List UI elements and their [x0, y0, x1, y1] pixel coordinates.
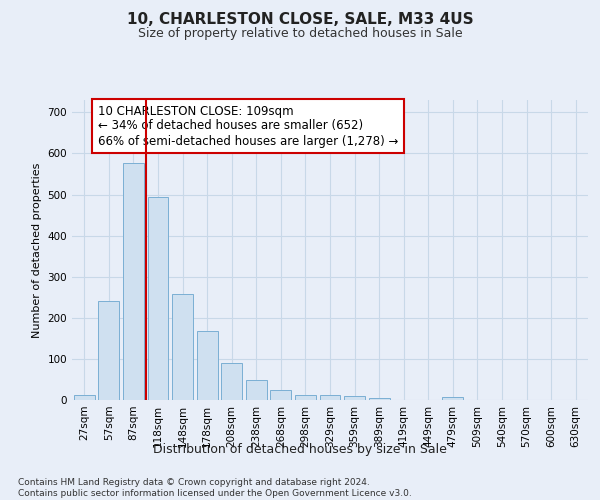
Text: 10, CHARLESTON CLOSE, SALE, M33 4US: 10, CHARLESTON CLOSE, SALE, M33 4US	[127, 12, 473, 28]
Text: Size of property relative to detached houses in Sale: Size of property relative to detached ho…	[137, 28, 463, 40]
Bar	[148, 198, 169, 400]
Bar	[98, 302, 119, 400]
Text: Contains HM Land Registry data © Crown copyright and database right 2024.
Contai: Contains HM Land Registry data © Crown c…	[18, 478, 412, 498]
Bar	[74, 394, 95, 400]
Bar	[123, 163, 144, 400]
Bar	[221, 364, 242, 400]
Bar	[271, 390, 292, 400]
Bar	[442, 397, 463, 400]
Bar	[320, 395, 340, 400]
Bar	[344, 396, 365, 400]
Y-axis label: Number of detached properties: Number of detached properties	[32, 162, 42, 338]
Bar	[295, 394, 316, 400]
Text: Distribution of detached houses by size in Sale: Distribution of detached houses by size …	[153, 442, 447, 456]
Bar	[368, 398, 389, 400]
Text: 10 CHARLESTON CLOSE: 109sqm
← 34% of detached houses are smaller (652)
66% of se: 10 CHARLESTON CLOSE: 109sqm ← 34% of det…	[98, 104, 398, 148]
Bar	[172, 294, 193, 400]
Bar	[197, 331, 218, 400]
Bar	[246, 380, 267, 400]
